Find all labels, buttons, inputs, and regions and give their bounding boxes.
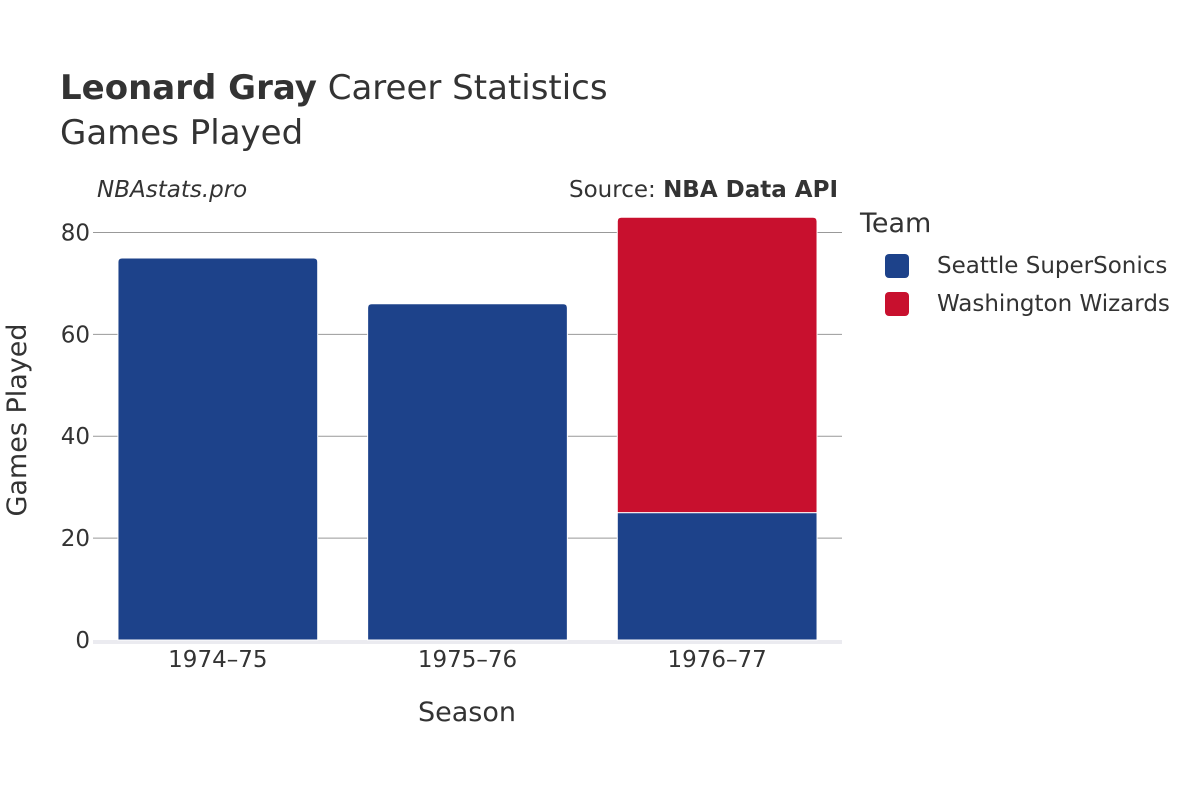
y-tick-label: 20 bbox=[61, 526, 90, 552]
legend: Team Seattle SuperSonics Washington Wiza… bbox=[860, 208, 1170, 323]
x-axis-baseline bbox=[93, 640, 842, 644]
x-axis-label: Season bbox=[418, 697, 516, 728]
source-name: NBA Data API bbox=[663, 177, 838, 203]
x-tick-label: 1974–75 bbox=[168, 647, 267, 673]
bars bbox=[117, 216, 818, 641]
source-prefix: Source: bbox=[569, 177, 664, 203]
bar-seattle-supersonics[interactable] bbox=[367, 303, 568, 641]
title-rest: Career Statistics bbox=[327, 68, 608, 108]
legend-item-washington-wizards[interactable]: Washington Wizards bbox=[860, 285, 1170, 323]
y-axis-label: Games Played bbox=[2, 323, 33, 516]
bar-seattle-supersonics[interactable] bbox=[117, 257, 319, 641]
y-tick-label: 0 bbox=[75, 628, 90, 654]
bar-seattle-supersonics[interactable] bbox=[616, 512, 818, 641]
watermark: NBAstats.pro bbox=[97, 177, 248, 203]
chart-subtitle: Games Played bbox=[60, 113, 304, 153]
y-axis-ticks: 0 20 40 60 80 bbox=[61, 220, 90, 654]
chart-title: Leonard Gray Career Statistics bbox=[60, 68, 608, 108]
bar-washington-wizards[interactable] bbox=[616, 216, 818, 514]
x-tick-label: 1976–77 bbox=[668, 647, 767, 673]
legend-label: Washington Wizards bbox=[937, 291, 1170, 317]
x-tick-label: 1975–76 bbox=[418, 647, 517, 673]
source-credit: Source: NBA Data API bbox=[569, 177, 838, 203]
y-tick-label: 40 bbox=[61, 424, 90, 450]
y-tick-label: 60 bbox=[61, 322, 90, 348]
y-tick-label: 80 bbox=[61, 220, 90, 246]
legend-label: Seattle SuperSonics bbox=[937, 253, 1168, 279]
legend-item-seattle-supersonics[interactable]: Seattle SuperSonics bbox=[860, 247, 1170, 285]
legend-swatch bbox=[885, 292, 909, 316]
x-axis-ticks: 1974–75 1975–76 1976–77 bbox=[168, 647, 767, 673]
player-name: Leonard Gray bbox=[60, 68, 317, 108]
legend-title: Team bbox=[860, 208, 932, 239]
legend-swatch bbox=[885, 254, 909, 278]
